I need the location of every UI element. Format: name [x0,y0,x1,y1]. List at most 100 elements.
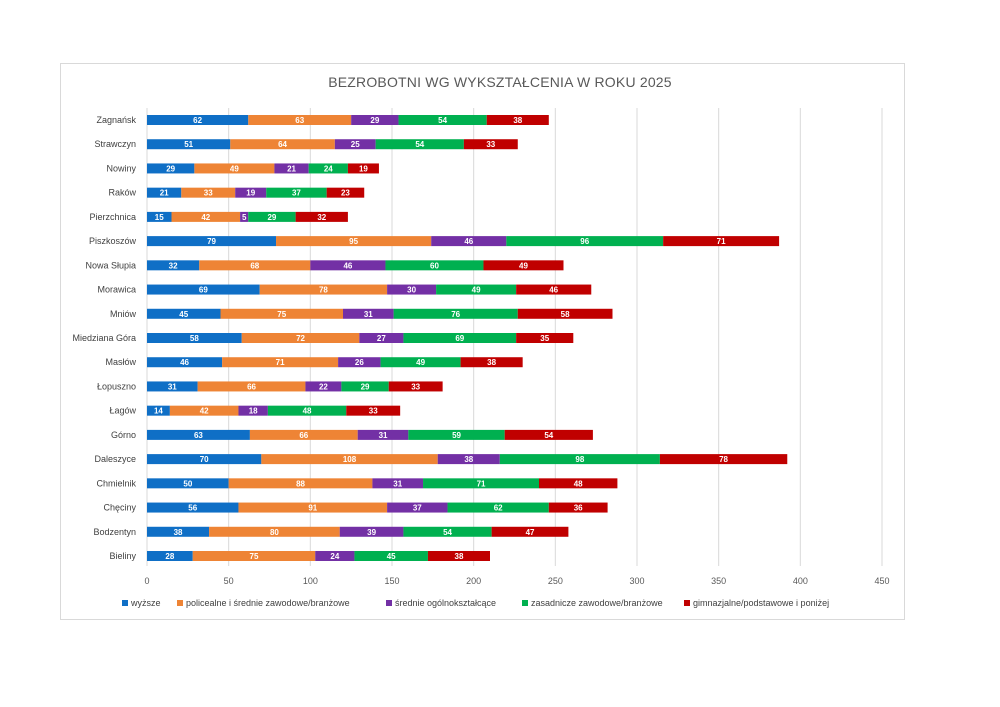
bar-segment [339,526,404,537]
bar-segment [663,236,780,247]
data-label: 19 [359,164,368,173]
bar-segment [147,211,172,222]
bar-segment [147,454,262,465]
data-label: 36 [574,504,583,513]
data-label: 58 [190,334,199,343]
data-label: 38 [455,552,464,561]
data-label: 31 [379,431,388,440]
data-label: 38 [174,528,183,537]
bar-segment [338,357,381,368]
legend-swatch [177,600,183,606]
bar-segment [447,502,549,513]
data-label: 72 [296,334,305,343]
bar-segment [147,502,239,513]
data-label: 32 [317,213,326,222]
data-label: 26 [355,358,364,367]
x-tick-label: 400 [793,576,808,586]
data-label: 98 [575,455,584,464]
x-tick-label: 300 [629,576,644,586]
bar-segment [147,163,195,174]
bar-segment [197,381,306,392]
category-label: Daleszyce [94,454,136,464]
data-label: 75 [250,552,259,561]
data-label: 76 [451,310,460,319]
data-label: 24 [330,552,339,561]
bar-segment [305,381,342,392]
legend-label: policealne i średnie zawodowe/branżowe [186,598,350,608]
legend-label: gimnazjalne/podstawowe i poniżej [693,598,829,608]
bar-segment [230,139,335,150]
bar-segment [326,187,365,198]
data-label: 18 [249,407,258,416]
data-label: 69 [455,334,464,343]
data-label: 29 [361,382,370,391]
bar-segment [192,551,316,561]
data-label: 46 [549,286,558,295]
bar-segment [463,139,518,150]
bar-segment [241,333,360,343]
data-label: 39 [367,528,376,537]
data-label: 71 [477,479,486,488]
bar-segment [491,526,569,537]
data-label: 31 [168,382,177,391]
bar-segment [517,308,613,319]
data-label: 78 [319,286,328,295]
data-label: 54 [415,140,424,149]
bar-segment [194,163,275,174]
category-label: Bodzentyn [93,527,136,537]
data-label: 59 [452,431,461,440]
bar-segment [274,163,309,174]
x-tick-label: 50 [224,576,234,586]
category-label: Miedziana Góra [72,333,136,343]
data-label: 56 [188,504,197,513]
bar-segment [408,429,505,440]
bar-segment [181,187,236,198]
bar-segment [393,308,518,319]
bar-segment [351,115,399,125]
bar-segment [436,284,517,295]
data-label: 66 [247,382,256,391]
bar-segment [357,429,409,440]
data-label: 45 [179,310,188,319]
x-tick-label: 200 [466,576,481,586]
bar-segment [403,526,492,537]
bar-segment [249,429,358,440]
data-label: 48 [574,479,583,488]
bar-segment [147,429,250,440]
data-label: 48 [303,407,312,416]
data-label: 64 [278,140,287,149]
bar-segment [220,308,343,319]
bar-segment [147,405,170,416]
data-label: 80 [270,528,279,537]
data-label: 46 [180,358,189,367]
category-label: Łagów [109,406,136,416]
x-tick-label: 350 [711,576,726,586]
bar-segment [347,163,379,174]
data-label: 49 [519,261,528,270]
bar-segment [387,284,437,295]
bar-segment [375,139,464,150]
category-label: Łopuszno [97,381,136,391]
category-label: Bieliny [109,551,136,561]
data-label: 37 [413,504,422,513]
bar-segment [460,357,523,368]
bar-segment [398,115,487,125]
bar-segment [147,551,193,561]
bar-segment [310,260,386,271]
bar-segment [334,139,376,150]
bar-segment [238,405,268,416]
data-label: 50 [183,479,192,488]
data-label: 38 [513,116,522,125]
data-label: 14 [154,407,163,416]
bar-segment [147,284,260,295]
x-tick-label: 150 [384,576,399,586]
bar-segment [659,454,788,465]
bar-segment [147,236,277,247]
bar-segment [423,478,539,489]
bar-segment [315,551,355,561]
data-label: 79 [207,237,216,246]
bar-segment [228,478,373,489]
data-label: 45 [387,552,396,561]
data-label: 33 [486,140,495,149]
